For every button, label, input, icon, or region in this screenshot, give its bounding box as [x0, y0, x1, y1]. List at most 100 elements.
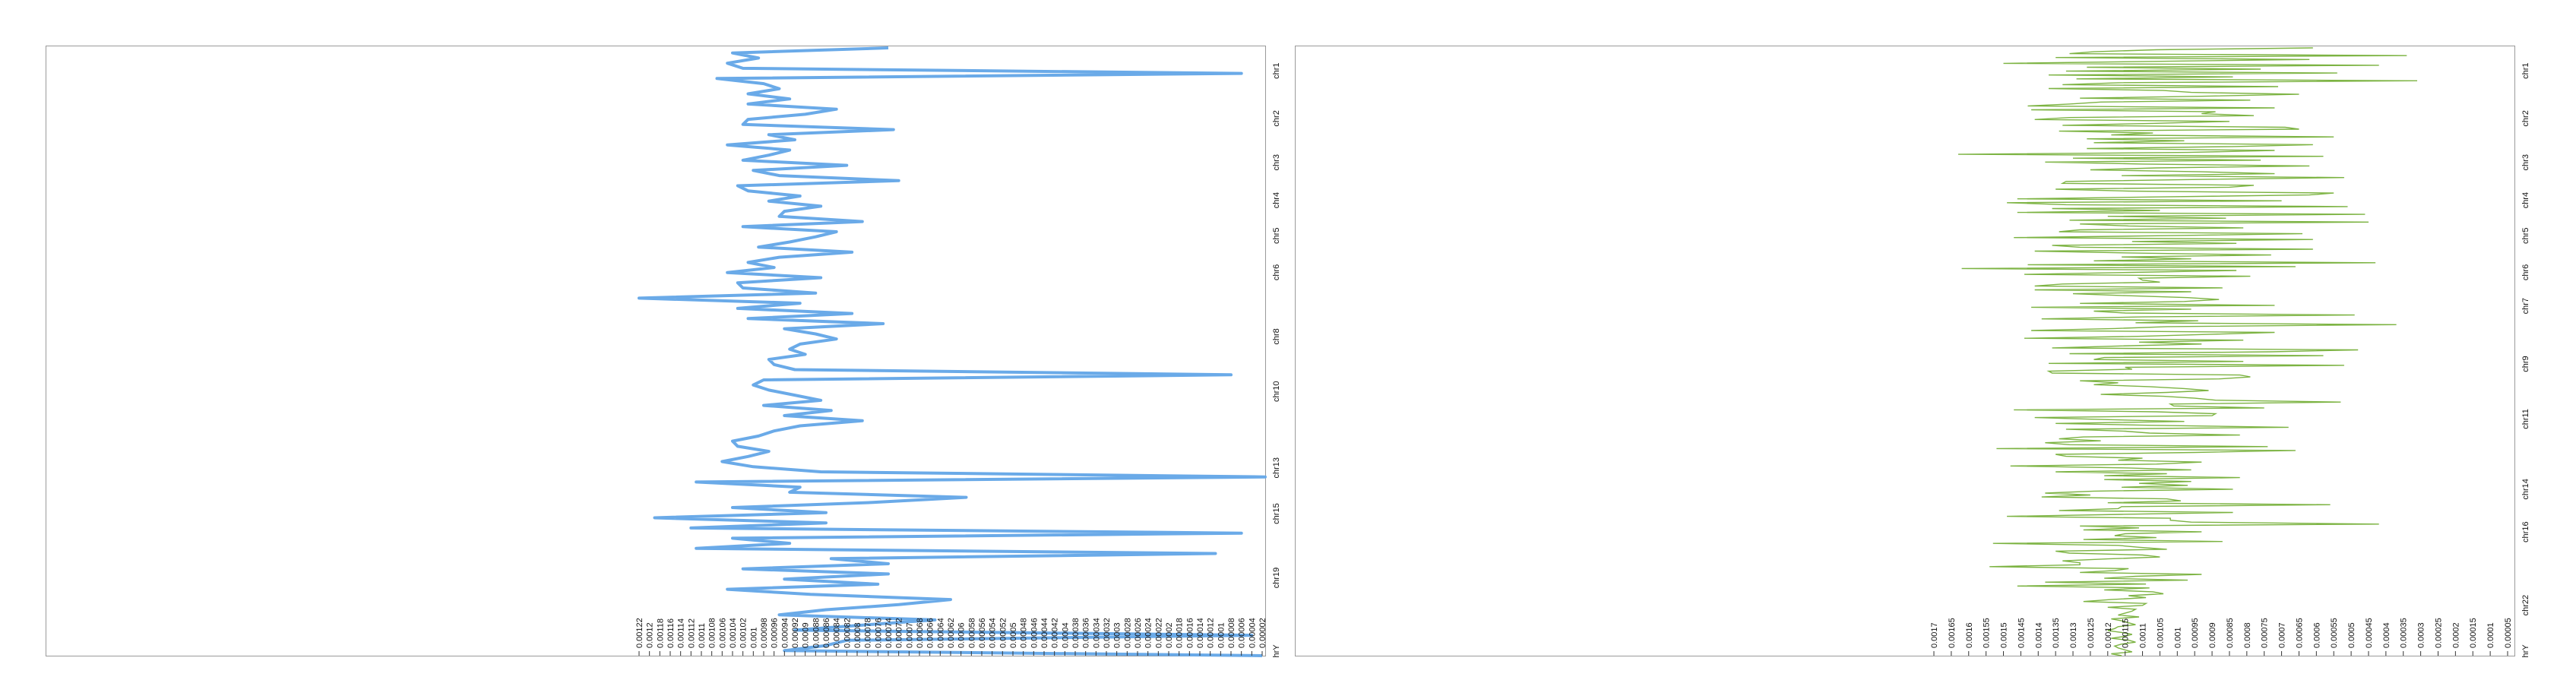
x-tick-label: 0.0007	[905, 622, 914, 648]
chart-panel-left: 0.00122 0.0012 0.00118 0.00116 0.00114 0.0011…	[46, 46, 1281, 658]
x-tick-label: 0.0001	[2486, 622, 2495, 648]
line-chart-left: 0.00122 0.0012 0.00118 0.00116 0.00114 0.0011…	[635, 46, 1281, 658]
x-tick-label: 0.00048	[1020, 618, 1029, 648]
x-tick-label: 0.00014	[1196, 618, 1205, 648]
chart-panel-right: 0.0017 0.00165 0.0016 0.00155 0.0015 0.00145 0…	[1295, 46, 2530, 658]
x-tick-label: 0.00004	[1248, 618, 1257, 648]
x-tick-label: 0.00065	[2295, 618, 2304, 648]
x-tick-label: 0.00075	[2261, 618, 2270, 648]
x-tick-label: 0.00054	[989, 618, 998, 648]
x-tick-label: 0.00022	[1154, 618, 1163, 648]
x-tick-label: 0.00066	[926, 618, 935, 648]
chromosome-label: hrY	[2521, 644, 2530, 658]
chromosome-label: chr13	[1272, 457, 1281, 479]
x-tick-label: 0.00086	[822, 618, 831, 648]
x-tick-label: 0.0008	[2243, 622, 2252, 648]
chromosome-label: chr5	[1272, 228, 1281, 244]
x-tick-label: 0.00024	[1144, 618, 1154, 648]
x-tick-label: 0.00155	[1983, 618, 1992, 648]
x-tick-label: 0.00082	[843, 618, 852, 648]
x-tick-label: 0.00038	[1071, 618, 1081, 648]
x-tick-label: 0.00165	[1948, 618, 1957, 648]
x-tick-label: 0.0003	[1113, 622, 1122, 648]
x-tick-label: 0.00092	[791, 618, 800, 648]
x-tick-label: 0.00032	[1103, 618, 1112, 648]
chromosome-label: chr4	[2521, 192, 2530, 208]
x-tick-label: 0.00116	[666, 618, 676, 648]
data-series-line	[1957, 47, 2418, 656]
x-tick-label: 0.00068	[916, 618, 925, 648]
x-tick-label: 0.00055	[2330, 618, 2339, 648]
x-tick-label: 0.0008	[853, 622, 862, 648]
chromosome-label: chr3	[2521, 154, 2530, 170]
x-tick-label: 0.0004	[2382, 622, 2391, 648]
x-tick-label: 0.00135	[2052, 618, 2061, 648]
x-tick-label: 0.0011	[698, 623, 707, 648]
x-tick-label: 0.00104	[729, 618, 738, 648]
chromosome-label: chr16	[2521, 521, 2530, 542]
data-series-line	[638, 46, 1267, 657]
chromosome-label: chr4	[1272, 192, 1281, 208]
x-tick-label: 0.0004	[1061, 622, 1070, 648]
chromosome-label: chr1	[1272, 62, 1281, 78]
x-tick-label: 0.00112	[687, 618, 696, 648]
x-tick-label: 0.00098	[760, 618, 769, 648]
x-tick-label: 0.00095	[2191, 618, 2200, 648]
chromosome-label: chr1	[2521, 62, 2530, 78]
x-tick-label: 0.001	[749, 627, 758, 648]
x-tick-label: 0.00108	[708, 618, 717, 648]
x-tick-label: 0.00145	[2017, 618, 2026, 648]
x-tick-label: 0.00074	[885, 618, 894, 648]
x-tick-label: 0.00125	[2087, 618, 2096, 648]
x-tick-label: 0.0002	[2451, 622, 2460, 648]
x-tick-label: 0.00044	[1040, 618, 1049, 648]
chromosome-label: chr14	[2521, 479, 2530, 500]
chromosome-label: hrY	[1272, 644, 1281, 658]
x-tick-label: 0.00056	[978, 618, 987, 648]
x-tick-label: 0.00058	[967, 618, 976, 648]
x-tick-label: 0.0012	[2104, 622, 2113, 648]
x-tick-label: 0.0005	[1009, 622, 1018, 648]
x-tick-label: 0.00034	[1092, 618, 1101, 648]
chromosome-label: chr6	[1272, 264, 1281, 280]
line-chart-right: 0.0017 0.00165 0.0016 0.00155 0.0015 0.00145 0…	[1930, 47, 2530, 658]
chromosome-label: chr8	[1272, 328, 1281, 344]
x-tick-label: 0.00025	[2434, 618, 2443, 648]
x-tick-label: 0.00114	[677, 618, 686, 648]
x-tick-label: 0.0017	[1930, 622, 1939, 648]
x-tick-label: 0.00052	[998, 618, 1008, 648]
x-tick-label: 0.00096	[771, 618, 780, 648]
x-tick-label: 0.00042	[1051, 618, 1060, 648]
x-tick-label: 0.00088	[812, 618, 821, 648]
x-tick-label: 0.0013	[2069, 622, 2078, 648]
x-tick-label: 0.00094	[780, 618, 790, 648]
x-tick-label: 0.0009	[802, 622, 811, 648]
x-tick-label: 0.001	[2173, 627, 2182, 648]
x-tick-label: 0.00102	[739, 618, 748, 648]
x-tick-label: 0.00035	[2400, 618, 2409, 648]
x-tick-label: 0.00016	[1185, 618, 1195, 648]
x-tick-label: 0.00076	[874, 618, 883, 648]
x-tick-label: 0.00106	[718, 618, 727, 648]
chromosome-label: chr5	[2521, 228, 2530, 244]
x-tick-label: 0.00005	[2504, 618, 2513, 648]
chromosome-label: chr2	[1272, 110, 1281, 126]
chromosome-label: chr22	[2521, 595, 2530, 616]
x-tick-label: 0.00046	[1030, 618, 1039, 648]
x-tick-label: 0.0009	[2208, 622, 2217, 648]
x-tick-label: 0.0014	[2034, 622, 2043, 648]
x-tick-label: 0.0005	[2347, 622, 2356, 648]
chromosome-label: chr15	[1272, 503, 1281, 524]
x-tick-label: 0.00118	[656, 618, 665, 648]
x-tick-label: 0.00002	[1258, 618, 1267, 648]
x-tick-label: 0.00018	[1176, 618, 1185, 648]
x-tick-label: 0.0006	[957, 622, 967, 648]
x-tick-label: 0.0011	[2139, 623, 2148, 648]
chromosome-label: chr3	[1272, 154, 1281, 170]
x-tick-label: 0.00078	[864, 618, 873, 648]
x-tick-label: 0.0003	[2417, 622, 2426, 648]
x-tick-label: 0.0002	[1165, 622, 1174, 648]
x-tick-label: 0.00006	[1238, 618, 1247, 648]
x-tick-label: 0.00026	[1134, 618, 1143, 648]
x-tick-label: 0.0001	[1217, 622, 1226, 648]
